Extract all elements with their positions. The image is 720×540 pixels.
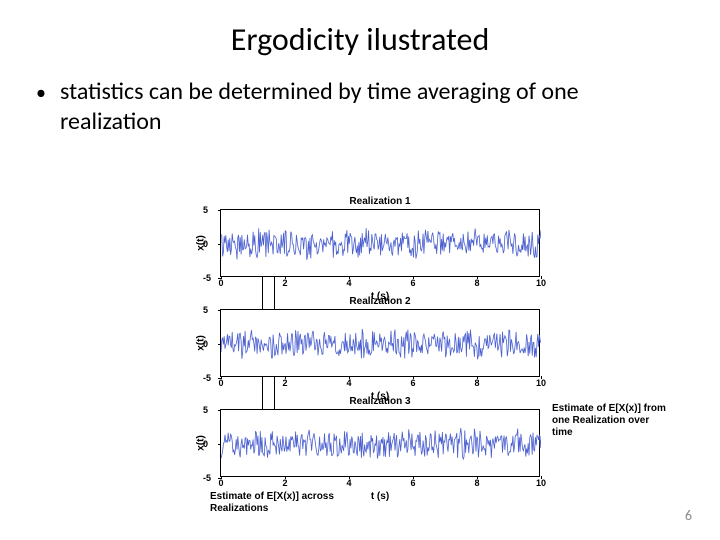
ytick-label: 0 — [203, 439, 208, 449]
ytick-label: 0 — [203, 239, 208, 249]
annotation-bottom: Estimate of E[X(x)] across Realizations — [210, 491, 340, 515]
xtick-label: 0 — [218, 278, 223, 288]
subplot-1-line — [221, 210, 541, 278]
subplot-2-line — [221, 310, 541, 378]
subplot-1-title: Realization 1 — [221, 196, 539, 207]
xtick-label: 10 — [536, 378, 546, 388]
ytick-label: -5 — [203, 273, 211, 283]
page-number: 6 — [685, 507, 692, 524]
bullet-dot: • — [36, 77, 60, 106]
subplot-3-line — [221, 410, 541, 478]
xtick-label: 0 — [218, 378, 223, 388]
xtick-label: 0 — [218, 478, 223, 488]
bullet-item: • statistics can be determined by time a… — [36, 77, 684, 137]
ytick-label: 0 — [203, 339, 208, 349]
ytick-label: -5 — [203, 473, 211, 483]
xtick-label: 2 — [282, 378, 287, 388]
xtick-label: 6 — [410, 378, 415, 388]
subplot-2-title: Realization 2 — [221, 296, 539, 307]
subplot-2: Realization 2 x(t) t (s) -5050246810 — [220, 309, 540, 377]
xtick-label: 2 — [282, 478, 287, 488]
subplot-3-title: Realization 3 — [221, 396, 539, 407]
chart-figure: Realization 1 x(t) t (s) -5050246810 Rea… — [180, 195, 580, 495]
xtick-label: 6 — [410, 278, 415, 288]
xtick-label: 10 — [536, 478, 546, 488]
annotation-right: Estimate of E[X(x)] from one Realization… — [552, 403, 672, 439]
xtick-label: 2 — [282, 278, 287, 288]
xtick-label: 8 — [474, 278, 479, 288]
ytick-label: 5 — [203, 405, 208, 415]
xtick-label: 4 — [346, 378, 351, 388]
xtick-label: 8 — [474, 378, 479, 388]
slide-title: Ergodicity ilustrated — [0, 0, 720, 77]
subplot-1: Realization 1 x(t) t (s) -5050246810 — [220, 209, 540, 277]
ytick-label: -5 — [203, 373, 211, 383]
xtick-label: 6 — [410, 478, 415, 488]
xtick-label: 4 — [346, 278, 351, 288]
bullet-text: statistics can be determined by time ave… — [60, 77, 684, 137]
xtick-label: 8 — [474, 478, 479, 488]
ytick-label: 5 — [203, 305, 208, 315]
xtick-label: 4 — [346, 478, 351, 488]
bullet-area: • statistics can be determined by time a… — [0, 77, 720, 137]
xtick-label: 10 — [536, 278, 546, 288]
ytick-label: 5 — [203, 205, 208, 215]
subplot-3: Realization 3 x(t) t (s) -5050246810 — [220, 409, 540, 477]
